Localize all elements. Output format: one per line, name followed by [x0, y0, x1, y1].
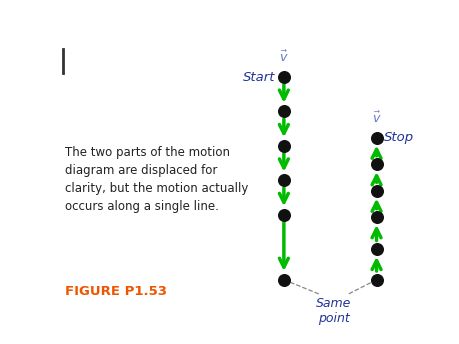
Text: Same
point: Same point — [315, 297, 351, 325]
Point — [280, 109, 287, 114]
Text: $\vec{v}$: $\vec{v}$ — [371, 111, 381, 126]
Text: The two parts of the motion
diagram are displaced for
clarity, but the motion ac: The two parts of the motion diagram are … — [64, 146, 247, 213]
Point — [372, 277, 380, 282]
Point — [280, 74, 287, 80]
Point — [280, 143, 287, 149]
Point — [280, 212, 287, 217]
Text: Start: Start — [242, 71, 274, 84]
Text: FIGURE P1.53: FIGURE P1.53 — [64, 285, 166, 298]
Point — [372, 135, 380, 141]
Point — [372, 246, 380, 252]
Text: $\vec{v}$: $\vec{v}$ — [279, 50, 288, 65]
Point — [280, 178, 287, 183]
Point — [372, 188, 380, 194]
Point — [280, 277, 287, 282]
Text: Stop: Stop — [383, 131, 413, 144]
Point — [372, 215, 380, 220]
Point — [372, 162, 380, 167]
